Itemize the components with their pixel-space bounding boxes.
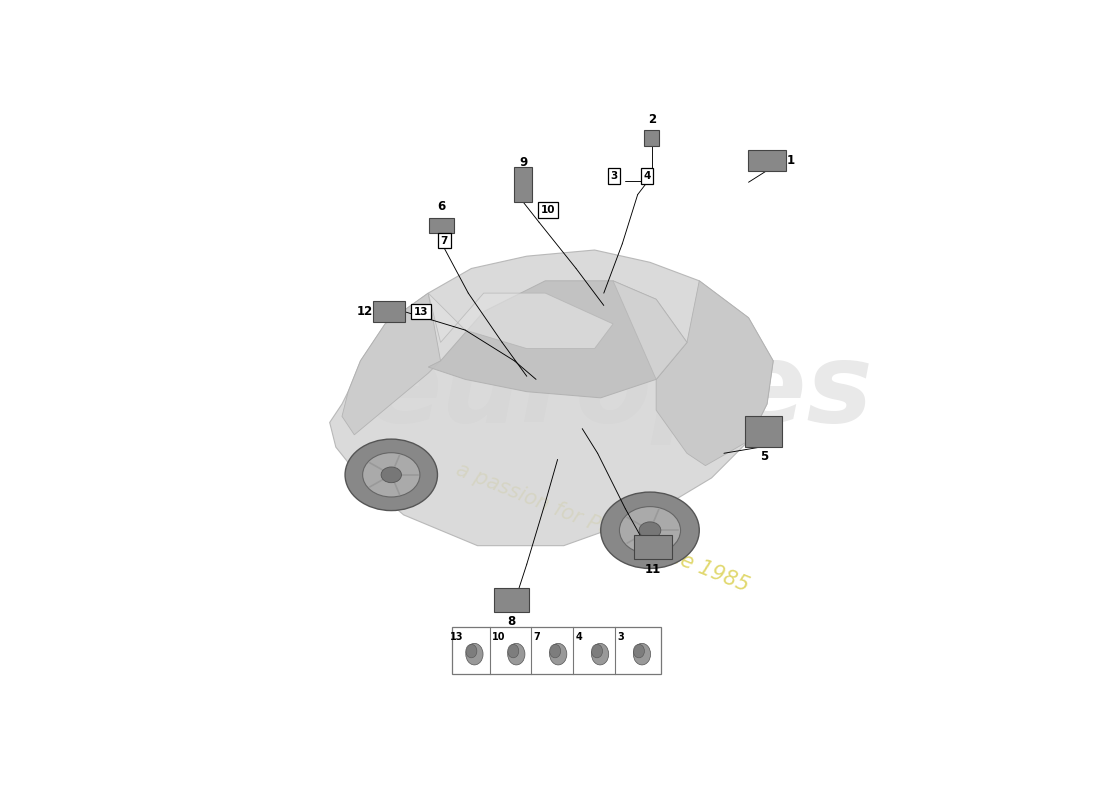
- Ellipse shape: [508, 644, 519, 658]
- FancyBboxPatch shape: [748, 150, 786, 171]
- FancyBboxPatch shape: [645, 130, 659, 146]
- FancyBboxPatch shape: [494, 587, 529, 612]
- Ellipse shape: [634, 644, 645, 658]
- Text: 13: 13: [414, 306, 428, 317]
- Ellipse shape: [601, 492, 700, 569]
- Text: 9: 9: [519, 156, 527, 169]
- Text: 8: 8: [507, 614, 516, 628]
- Text: 12: 12: [356, 305, 373, 318]
- Text: europes: europes: [366, 338, 873, 445]
- Bar: [452, 627, 661, 674]
- Text: 6: 6: [438, 200, 446, 213]
- Ellipse shape: [363, 453, 420, 497]
- Text: 2: 2: [648, 113, 656, 126]
- Ellipse shape: [550, 643, 566, 665]
- Ellipse shape: [345, 439, 438, 510]
- Polygon shape: [428, 293, 613, 349]
- Polygon shape: [330, 250, 773, 546]
- Polygon shape: [656, 281, 773, 466]
- Ellipse shape: [634, 643, 650, 665]
- Ellipse shape: [465, 644, 477, 658]
- Ellipse shape: [508, 643, 525, 665]
- FancyBboxPatch shape: [634, 534, 672, 559]
- Ellipse shape: [619, 506, 681, 554]
- FancyBboxPatch shape: [429, 218, 454, 233]
- Polygon shape: [613, 281, 686, 379]
- Text: 4: 4: [644, 171, 650, 181]
- Polygon shape: [428, 281, 686, 398]
- Text: 3: 3: [610, 171, 618, 181]
- Polygon shape: [342, 293, 440, 435]
- Text: a passion for Parts since 1985: a passion for Parts since 1985: [453, 459, 751, 595]
- Text: 4: 4: [575, 632, 582, 642]
- Ellipse shape: [592, 644, 603, 658]
- Text: 7: 7: [441, 236, 448, 246]
- Text: 1: 1: [786, 154, 795, 167]
- FancyBboxPatch shape: [373, 301, 405, 322]
- FancyBboxPatch shape: [746, 416, 782, 447]
- Text: 7: 7: [534, 632, 540, 642]
- FancyBboxPatch shape: [514, 167, 532, 202]
- Text: 10: 10: [492, 632, 505, 642]
- Text: 11: 11: [645, 563, 661, 576]
- Ellipse shape: [465, 643, 483, 665]
- Ellipse shape: [381, 467, 402, 482]
- Ellipse shape: [592, 643, 608, 665]
- Text: 3: 3: [617, 632, 624, 642]
- Text: 5: 5: [760, 450, 768, 463]
- Text: 13: 13: [450, 632, 463, 642]
- Text: 10: 10: [541, 205, 556, 215]
- Ellipse shape: [550, 644, 561, 658]
- Ellipse shape: [639, 522, 661, 538]
